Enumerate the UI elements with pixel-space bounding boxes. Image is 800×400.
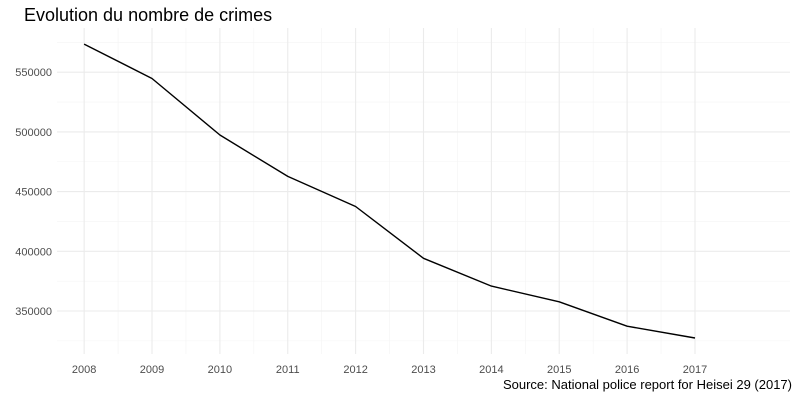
- x-tick-label: 2008: [72, 364, 96, 376]
- y-tick-label: 500000: [15, 127, 52, 139]
- x-tick-label: 2015: [547, 364, 571, 376]
- y-tick-label: 550000: [15, 67, 52, 79]
- series-layer: [83, 43, 696, 339]
- grid-lines: [57, 28, 790, 354]
- crime-count-line: [83, 43, 696, 339]
- x-tick-label: 2011: [276, 364, 300, 376]
- x-tick-label: 2010: [208, 364, 232, 376]
- y-axis: 350000 400000 450000 500000 550000: [15, 67, 52, 318]
- y-tick-label: 450000: [15, 187, 52, 199]
- x-tick-label: 2013: [411, 364, 435, 376]
- x-tick-label: 2016: [615, 364, 639, 376]
- y-tick-label: 400000: [15, 246, 52, 258]
- y-tick-label: 350000: [15, 306, 52, 318]
- x-tick-label: 2014: [479, 364, 503, 376]
- x-tick-label: 2017: [683, 364, 707, 376]
- chart-caption: Source: National police report for Heise…: [503, 377, 792, 392]
- plot-panel: [57, 28, 790, 354]
- chart-title: Evolution du nombre de crimes: [24, 5, 272, 25]
- x-axis: 2008 2009 2010 2011 2012 2013 2014 2015 2016 2017: [72, 364, 707, 376]
- x-tick-label: 2012: [343, 364, 367, 376]
- x-tick-label: 2009: [140, 364, 164, 376]
